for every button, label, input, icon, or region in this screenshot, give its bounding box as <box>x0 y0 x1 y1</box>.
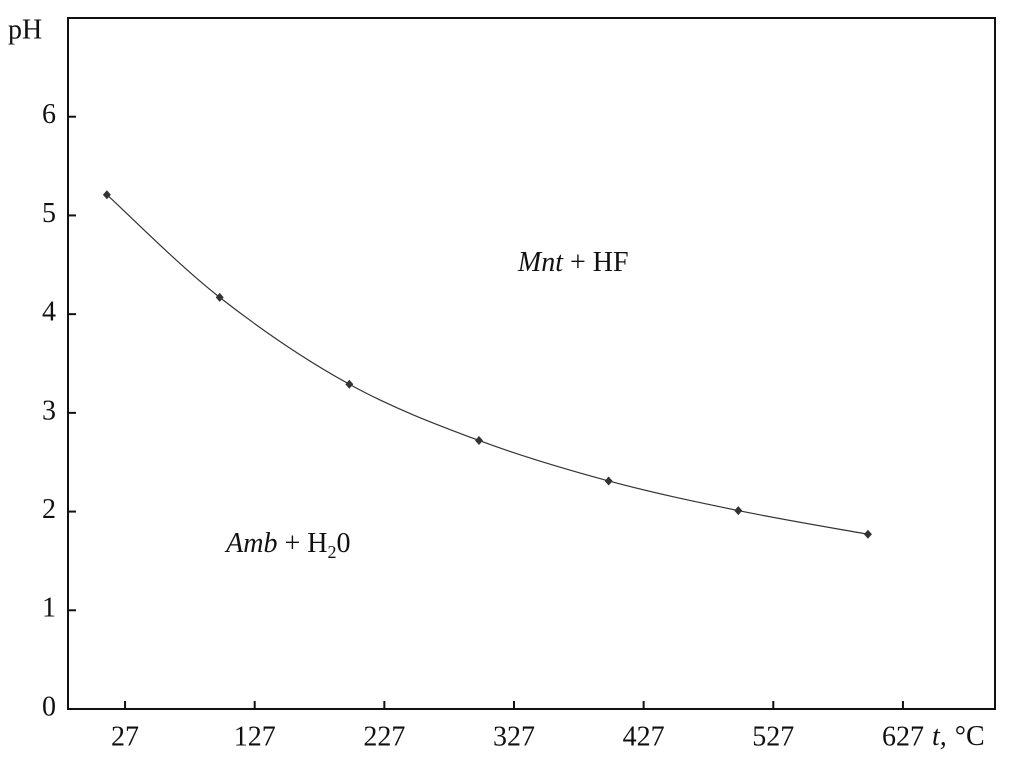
annotation: Amb + H20 <box>224 529 350 563</box>
data-point <box>345 379 354 389</box>
annotation-text: + H <box>278 529 328 560</box>
y-tick-label: 2 <box>42 494 56 525</box>
data-point <box>474 435 483 445</box>
y-tick-label: 5 <box>42 198 56 229</box>
x-tick-label: 627 <box>882 721 924 752</box>
annotation-sub: 2 <box>328 542 337 562</box>
y-tick-label: 1 <box>42 593 56 624</box>
x-axis-label-italic: t, <box>932 721 947 752</box>
annotation-italic: Mnt <box>517 247 564 278</box>
plot-frame <box>67 17 996 710</box>
y-tick-label: 4 <box>42 297 56 328</box>
annotation: Mnt + HF <box>517 247 629 278</box>
x-tick-label: 227 <box>363 721 405 752</box>
x-tick-label: 527 <box>752 721 794 752</box>
data-line <box>106 194 869 535</box>
data-point <box>102 190 111 200</box>
data-point <box>734 506 743 516</box>
y-axis-label: pH <box>8 14 42 45</box>
x-axis-label-unit: °C <box>955 721 985 752</box>
data-point <box>215 292 224 302</box>
x-axis-label: t, °C <box>932 721 985 752</box>
x-tick-label: 327 <box>493 721 535 752</box>
data-point <box>604 476 613 486</box>
annotation-text: + HF <box>563 247 629 278</box>
x-tick-label: 127 <box>234 721 276 752</box>
annotation-italic: Amb <box>224 529 277 560</box>
y-tick-label: 3 <box>42 395 56 426</box>
x-tick-label: 427 <box>623 721 665 752</box>
y-tick-label: 0 <box>42 691 56 722</box>
y-tick-label: 6 <box>42 99 56 130</box>
annotation-text: 0 <box>337 529 351 560</box>
x-tick-label: 27 <box>111 721 139 752</box>
data-point <box>863 529 872 539</box>
